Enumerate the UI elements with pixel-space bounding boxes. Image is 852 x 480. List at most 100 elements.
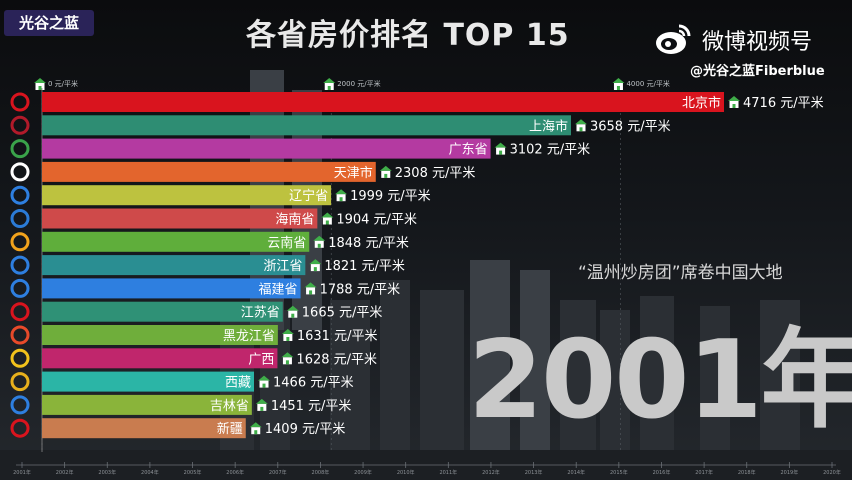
timeline-year-label: 2016年 xyxy=(653,469,671,476)
bar-category-label: 浙江省 xyxy=(263,259,302,274)
bar-北京市 xyxy=(42,92,724,112)
bar-category-label: 天津市 xyxy=(334,165,373,181)
timeline-year-label: 2008年 xyxy=(312,469,330,476)
chart-title: 各省房价排名 TOP 15 xyxy=(246,18,570,53)
value-house-icon xyxy=(321,212,334,225)
bar-value-label: 3658 元/平米 xyxy=(590,119,671,134)
timeline-year-label: 2006年 xyxy=(226,469,244,476)
timeline-year-label: 2015年 xyxy=(610,469,628,476)
value-house-icon xyxy=(335,189,348,202)
value-house-icon xyxy=(258,375,271,388)
bar-浙江省 xyxy=(42,255,306,276)
timeline-year-label: 2019年 xyxy=(781,469,799,476)
bar-value-label: 2308 元/平米 xyxy=(395,166,476,181)
value-house-icon xyxy=(286,305,299,318)
bar-category-label: 吉林省 xyxy=(210,399,249,414)
value-house-icon xyxy=(281,352,294,365)
value-house-icon xyxy=(379,165,392,178)
province-emblem-icon xyxy=(10,232,30,252)
weibo-logo-icon xyxy=(656,24,691,54)
axis-tick-house-icon xyxy=(34,78,46,90)
bar-value-label: 1466 元/平米 xyxy=(273,376,354,391)
bar-category-label: 广东省 xyxy=(449,143,488,158)
bar-value-label: 1409 元/平米 xyxy=(265,422,346,437)
timeline-year-label: 2005年 xyxy=(184,469,202,476)
bar-云南省 xyxy=(42,231,310,252)
province-emblem-icon xyxy=(10,92,30,112)
bar-category-label: 福建省 xyxy=(259,282,298,297)
bar-category-label: 辽宁省 xyxy=(289,188,328,204)
bar-value-label: 1628 元/平米 xyxy=(296,352,377,367)
province-emblem-icon xyxy=(10,278,30,298)
bar-吉林省 xyxy=(42,394,252,415)
value-house-icon xyxy=(304,282,317,295)
timeline-year-label: 2007年 xyxy=(269,469,287,476)
axis-tick-house-icon xyxy=(612,78,625,90)
axis-tick-label: 2000 元/平米 xyxy=(337,79,380,88)
value-house-icon xyxy=(255,398,268,411)
value-house-icon xyxy=(281,329,294,341)
province-emblem-icon xyxy=(10,325,30,345)
value-house-icon xyxy=(728,96,740,108)
bar-category-label: 上海市 xyxy=(529,118,568,134)
bar-value-label: 3102 元/平米 xyxy=(510,143,591,158)
bar-value-label: 1788 元/平米 xyxy=(320,282,401,297)
axis-tick-house-icon xyxy=(323,78,336,90)
timeline-year-label: 2011年 xyxy=(439,469,457,476)
province-emblem-icon xyxy=(10,255,30,275)
bar-value-label: 1451 元/平米 xyxy=(271,399,352,414)
timeline-year-label: 2013年 xyxy=(525,469,543,476)
province-emblem-icon xyxy=(10,302,30,322)
province-emblem-icon xyxy=(10,162,30,182)
bar-value-label: 1999 元/平米 xyxy=(350,189,431,204)
timeline-year-label: 2020年 xyxy=(823,469,841,476)
province-emblem-icon xyxy=(10,395,30,415)
bar-广东省 xyxy=(42,138,491,159)
bar-海南省 xyxy=(42,208,318,229)
timeline-year-label: 2004年 xyxy=(141,469,159,476)
bar-广西 xyxy=(42,348,278,369)
timeline-year-label: 2014年 xyxy=(567,469,585,476)
weibo-handle: @光谷之蓝Fiberblue xyxy=(690,64,825,79)
bar-黑龙江省 xyxy=(42,325,278,345)
timeline-year-label: 2010年 xyxy=(397,469,415,476)
province-emblem-icon xyxy=(10,372,30,392)
value-house-icon xyxy=(249,422,262,435)
timeline-year-label: 2018年 xyxy=(738,469,756,476)
axis-tick-label: 4000 元/平米 xyxy=(626,79,669,88)
year-label: 2001年 xyxy=(468,318,852,443)
province-emblem-icon xyxy=(10,115,30,135)
timeline-year-label: 2002年 xyxy=(56,469,74,476)
timeline-year-label: 2003年 xyxy=(98,469,116,476)
value-house-icon xyxy=(494,142,507,155)
bar-category-label: 黑龙江省 xyxy=(223,329,275,344)
timeline-year-label: 2009年 xyxy=(354,469,372,476)
bar-category-label: 云南省 xyxy=(267,235,306,251)
bar-天津市 xyxy=(42,161,376,182)
bar-category-label: 海南省 xyxy=(275,212,314,228)
bar-category-label: 江苏省 xyxy=(241,305,280,321)
bar-value-label: 4716 元/平米 xyxy=(743,96,824,111)
bar-value-label: 1665 元/平米 xyxy=(302,306,383,321)
bar-上海市 xyxy=(42,115,571,136)
bar-category-label: 新疆 xyxy=(217,421,243,437)
value-house-icon xyxy=(574,119,587,132)
value-house-icon xyxy=(309,259,322,272)
timeline-year-label: 2017年 xyxy=(695,469,713,476)
bar-新疆 xyxy=(42,418,246,439)
province-emblem-icon xyxy=(10,209,30,228)
timeline-year-label: 2001年 xyxy=(13,469,31,476)
bar-category-label: 北京市 xyxy=(682,95,721,111)
bar-value-label: 1821 元/平米 xyxy=(324,259,405,274)
province-emblem-icon xyxy=(10,418,30,438)
bar-西藏 xyxy=(42,371,255,392)
bar-category-label: 西藏 xyxy=(225,376,251,391)
timeline-year-label: 2012年 xyxy=(482,469,500,476)
bar-category-label: 广西 xyxy=(248,352,274,367)
channel-logo: 光谷之蓝 xyxy=(4,10,94,36)
bar-value-label: 1904 元/平米 xyxy=(336,213,417,228)
bar-value-label: 1848 元/平米 xyxy=(328,236,409,251)
bar-value-label: 1631 元/平米 xyxy=(297,329,378,344)
bar-江苏省 xyxy=(42,301,283,322)
